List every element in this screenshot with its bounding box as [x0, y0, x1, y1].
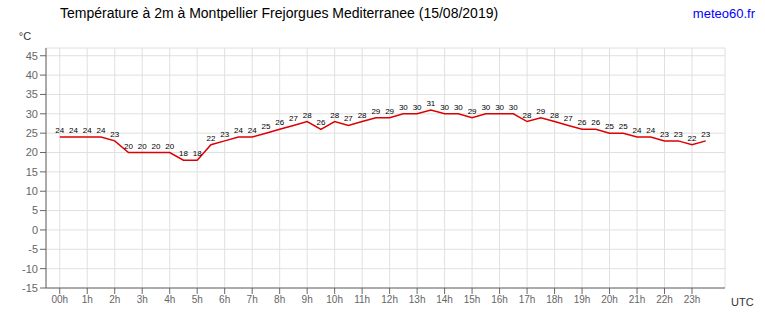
svg-text:27: 27	[564, 114, 573, 123]
svg-text:20: 20	[138, 142, 147, 151]
svg-text:27: 27	[289, 114, 298, 123]
svg-text:23h: 23h	[684, 294, 701, 305]
svg-text:16h: 16h	[491, 294, 508, 305]
svg-text:10h: 10h	[326, 294, 343, 305]
svg-text:28: 28	[550, 111, 559, 120]
svg-text:22: 22	[206, 134, 215, 143]
svg-text:00h: 00h	[51, 294, 68, 305]
svg-text:26: 26	[578, 118, 587, 127]
svg-text:31: 31	[426, 99, 435, 108]
svg-text:30: 30	[399, 103, 408, 112]
svg-text:6h: 6h	[219, 294, 230, 305]
svg-text:24: 24	[633, 126, 642, 135]
svg-text:-15: -15	[22, 282, 38, 294]
svg-text:28: 28	[303, 111, 312, 120]
svg-text:22h: 22h	[656, 294, 673, 305]
svg-text:23: 23	[660, 130, 669, 139]
svg-text:°C: °C	[19, 30, 31, 42]
svg-text:22: 22	[688, 134, 697, 143]
svg-text:40: 40	[26, 69, 38, 81]
svg-text:30: 30	[454, 103, 463, 112]
svg-text:25: 25	[605, 122, 614, 131]
svg-text:29: 29	[371, 107, 380, 116]
svg-text:UTC: UTC	[731, 296, 754, 308]
svg-text:7h: 7h	[247, 294, 258, 305]
svg-text:28: 28	[358, 111, 367, 120]
svg-text:8h: 8h	[274, 294, 285, 305]
svg-text:30: 30	[26, 108, 38, 120]
svg-text:30: 30	[481, 103, 490, 112]
svg-text:29: 29	[385, 107, 394, 116]
svg-text:30: 30	[509, 103, 518, 112]
html-text:meteo60.fr: meteo60.fr	[692, 5, 755, 21]
svg-text:23: 23	[110, 130, 119, 139]
svg-text:25: 25	[261, 122, 270, 131]
svg-text:3h: 3h	[137, 294, 148, 305]
svg-text:20: 20	[26, 146, 38, 158]
svg-text:30: 30	[413, 103, 422, 112]
svg-text:20: 20	[124, 142, 133, 151]
svg-text:26: 26	[275, 118, 284, 127]
svg-text:23: 23	[220, 130, 229, 139]
svg-text:2h: 2h	[109, 294, 120, 305]
svg-text:1h: 1h	[82, 294, 93, 305]
svg-text:24: 24	[646, 126, 655, 135]
svg-text:24: 24	[248, 126, 257, 135]
svg-text:12h: 12h	[381, 294, 398, 305]
svg-text:14h: 14h	[436, 294, 453, 305]
svg-text:26: 26	[316, 118, 325, 127]
svg-text:18h: 18h	[546, 294, 563, 305]
svg-text:23: 23	[674, 130, 683, 139]
svg-text:35: 35	[26, 88, 38, 100]
svg-text:30: 30	[440, 103, 449, 112]
svg-text:19h: 19h	[574, 294, 591, 305]
svg-text:28: 28	[330, 111, 339, 120]
svg-text:20: 20	[152, 142, 161, 151]
svg-text:13h: 13h	[409, 294, 426, 305]
svg-text:5h: 5h	[192, 294, 203, 305]
svg-text:15: 15	[26, 166, 38, 178]
svg-text:18: 18	[193, 149, 202, 158]
svg-text:24: 24	[69, 126, 78, 135]
svg-text:25: 25	[26, 127, 38, 139]
svg-text:45: 45	[26, 50, 38, 62]
svg-text:9h: 9h	[302, 294, 313, 305]
svg-text:24: 24	[83, 126, 92, 135]
svg-text:0: 0	[32, 224, 38, 236]
svg-text:23: 23	[701, 130, 710, 139]
svg-text:18: 18	[179, 149, 188, 158]
svg-text:26: 26	[591, 118, 600, 127]
svg-text:-10: -10	[22, 263, 38, 275]
svg-text:24: 24	[234, 126, 243, 135]
svg-text:21h: 21h	[629, 294, 646, 305]
svg-text:10: 10	[26, 185, 38, 197]
svg-text:11h: 11h	[354, 294, 370, 305]
svg-text:15h: 15h	[464, 294, 481, 305]
svg-text:-5: -5	[28, 243, 38, 255]
svg-text:20: 20	[165, 142, 174, 151]
svg-text:30: 30	[495, 103, 504, 112]
svg-text:20h: 20h	[601, 294, 618, 305]
svg-text:29: 29	[536, 107, 545, 116]
svg-text:4h: 4h	[164, 294, 175, 305]
svg-text:24: 24	[55, 126, 64, 135]
svg-text:5: 5	[32, 204, 38, 216]
svg-text:27: 27	[344, 114, 353, 123]
html-text:Température à 2m à Montpellier: Température à 2m à Montpellier Frejorgue…	[60, 5, 499, 21]
svg-text:24: 24	[97, 126, 106, 135]
svg-text:29: 29	[468, 107, 477, 116]
svg-text:28: 28	[523, 111, 532, 120]
svg-text:25: 25	[619, 122, 628, 131]
svg-text:17h: 17h	[519, 294, 536, 305]
